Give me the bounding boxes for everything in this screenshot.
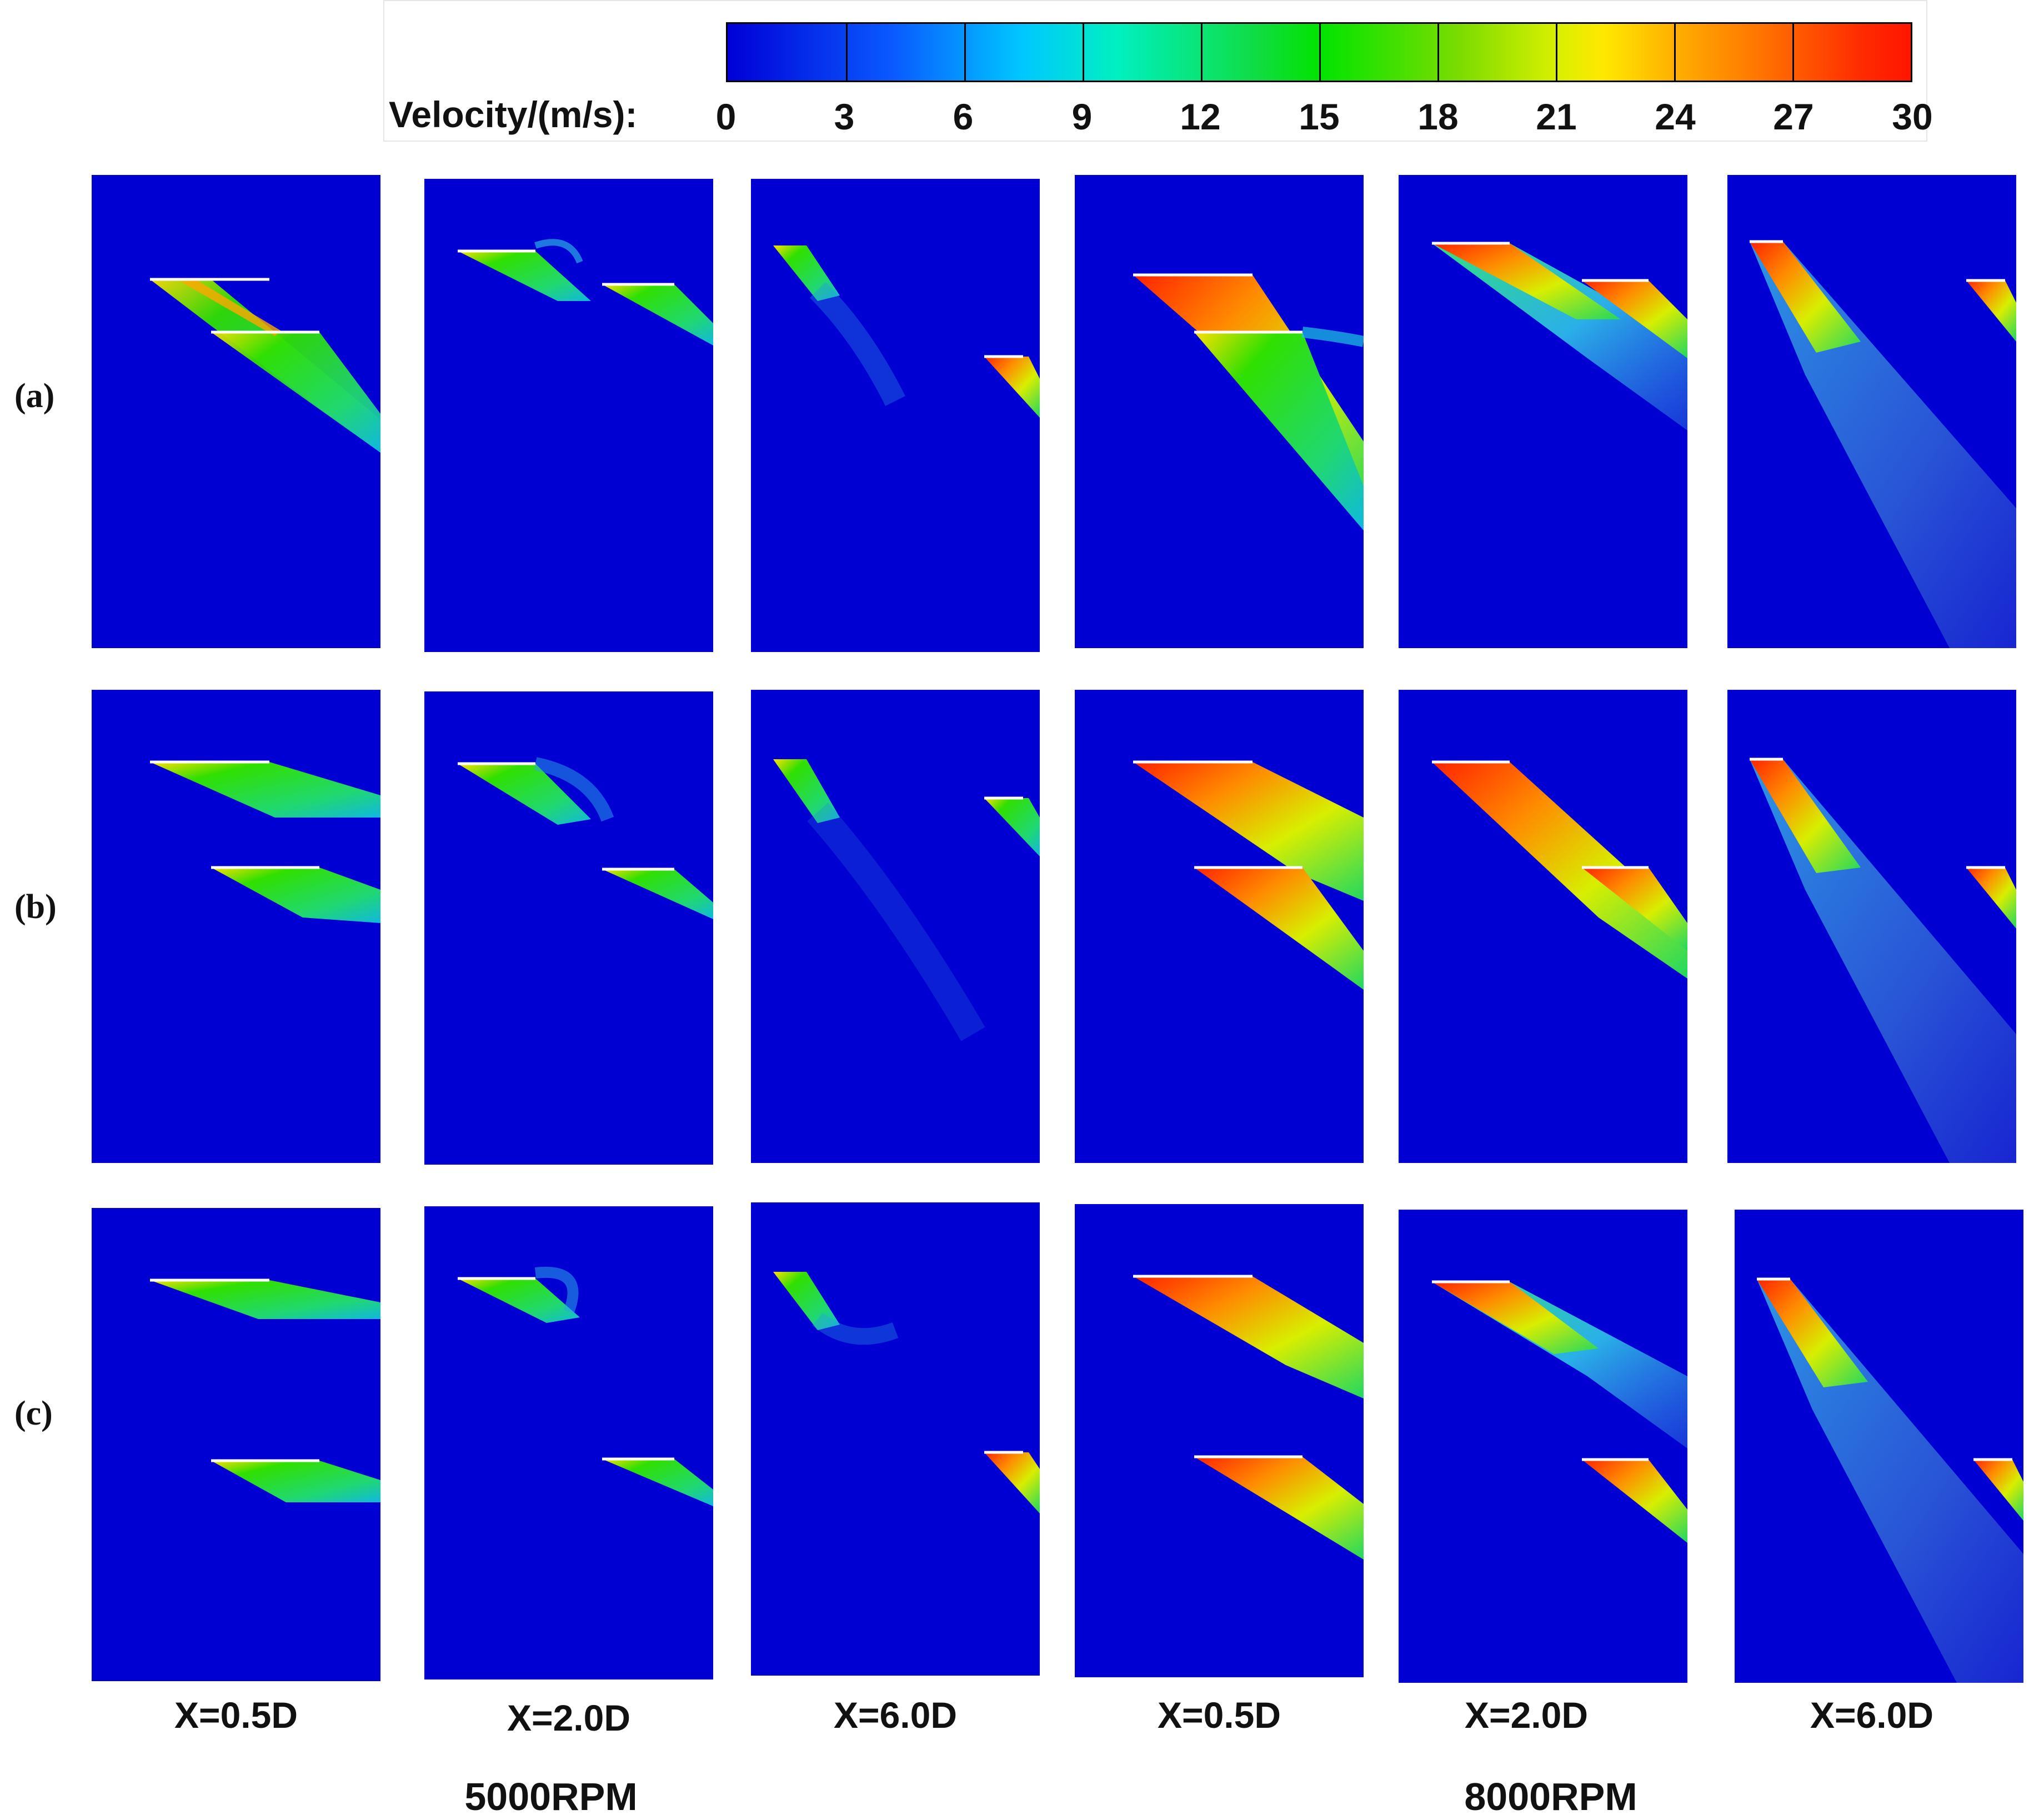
panel-b-5000-x05 xyxy=(92,690,380,1163)
panel-a-8000-x60 xyxy=(1727,175,2016,648)
velocity-contour xyxy=(1432,760,1687,979)
legend-tick: 27 xyxy=(1773,96,1814,137)
velocity-contour xyxy=(1750,240,2016,648)
legend-title: Velocity/(m/s): xyxy=(389,94,638,135)
velocity-contour xyxy=(1757,1277,2023,1683)
velocity-contour xyxy=(458,757,713,919)
colorbar-divider xyxy=(846,24,848,81)
row-label-b: (b) xyxy=(14,888,57,926)
panel-a-5000-x05 xyxy=(92,175,380,648)
panel-c-8000-x20 xyxy=(1399,1210,1687,1683)
colorbar-divider xyxy=(1319,24,1321,81)
panel-c-5000-x60 xyxy=(751,1202,1040,1676)
legend-tick: 18 xyxy=(1417,96,1459,137)
velocity-contour xyxy=(1432,1280,1687,1543)
velocity-contour xyxy=(150,278,380,453)
colorbar-divider xyxy=(1792,24,1794,81)
legend-tick: 6 xyxy=(953,96,974,137)
velocity-contour xyxy=(458,239,713,345)
group-label-8000rpm: 8000RPM xyxy=(1464,1775,1637,1818)
colorbar-divider xyxy=(1083,24,1084,81)
legend-tick: 21 xyxy=(1536,96,1577,137)
colorbar-divider xyxy=(1556,24,1557,81)
velocity-contour xyxy=(1133,760,1364,990)
column-label: X=0.5D xyxy=(1158,1694,1281,1736)
column-label: X=0.5D xyxy=(174,1694,298,1736)
velocity-contour xyxy=(1432,242,1687,430)
velocity-contour xyxy=(458,1266,713,1506)
group-label-5000rpm: 5000RPM xyxy=(464,1775,638,1818)
velocity-contour xyxy=(150,760,380,923)
legend-tick: 30 xyxy=(1892,96,1933,137)
legend-tick: 12 xyxy=(1180,96,1221,137)
legend-tick: 24 xyxy=(1655,96,1696,137)
legend-tick: 15 xyxy=(1299,96,1340,137)
panel-c-8000-x05 xyxy=(1075,1204,1364,1677)
row-label-c: (c) xyxy=(14,1395,53,1432)
velocity-contour xyxy=(150,1278,380,1502)
panel-a-8000-x05 xyxy=(1075,175,1364,648)
colorbar-divider xyxy=(1674,24,1676,81)
panel-b-8000-x20 xyxy=(1399,690,1687,1163)
panel-a-5000-x20 xyxy=(424,179,713,652)
velocity-contour xyxy=(1133,273,1364,530)
panel-b-5000-x20 xyxy=(424,691,713,1165)
velocity-contour xyxy=(1133,1275,1364,1560)
column-label: X=6.0D xyxy=(1810,1694,1933,1736)
row-label-a: (a) xyxy=(14,377,55,415)
column-label: X=2.0D xyxy=(507,1697,630,1738)
legend-tick: 3 xyxy=(834,96,855,137)
colorbar-divider xyxy=(1201,24,1203,81)
panel-c-8000-x60 xyxy=(1735,1210,2023,1683)
colorbar-divider xyxy=(1437,24,1439,81)
panel-a-8000-x20 xyxy=(1399,175,1687,648)
velocity-contour xyxy=(773,1272,1040,1513)
panel-a-5000-x60 xyxy=(751,179,1040,652)
column-label: X=2.0D xyxy=(1465,1694,1588,1736)
column-label: X=6.0D xyxy=(834,1694,957,1736)
panel-b-8000-x05 xyxy=(1075,690,1364,1163)
legend-tick: 9 xyxy=(1071,96,1093,137)
velocity-colorbar xyxy=(726,22,1912,82)
colorbar-divider xyxy=(964,24,966,81)
velocity-contour xyxy=(773,759,1040,1041)
legend-tick: 0 xyxy=(715,96,737,137)
velocity-contour xyxy=(1750,758,2016,1163)
velocity-contour xyxy=(773,245,1040,418)
panel-b-5000-x60 xyxy=(751,690,1040,1163)
panel-b-8000-x60 xyxy=(1727,690,2016,1163)
panel-c-5000-x20 xyxy=(424,1206,713,1679)
panel-c-5000-x05 xyxy=(92,1208,380,1681)
